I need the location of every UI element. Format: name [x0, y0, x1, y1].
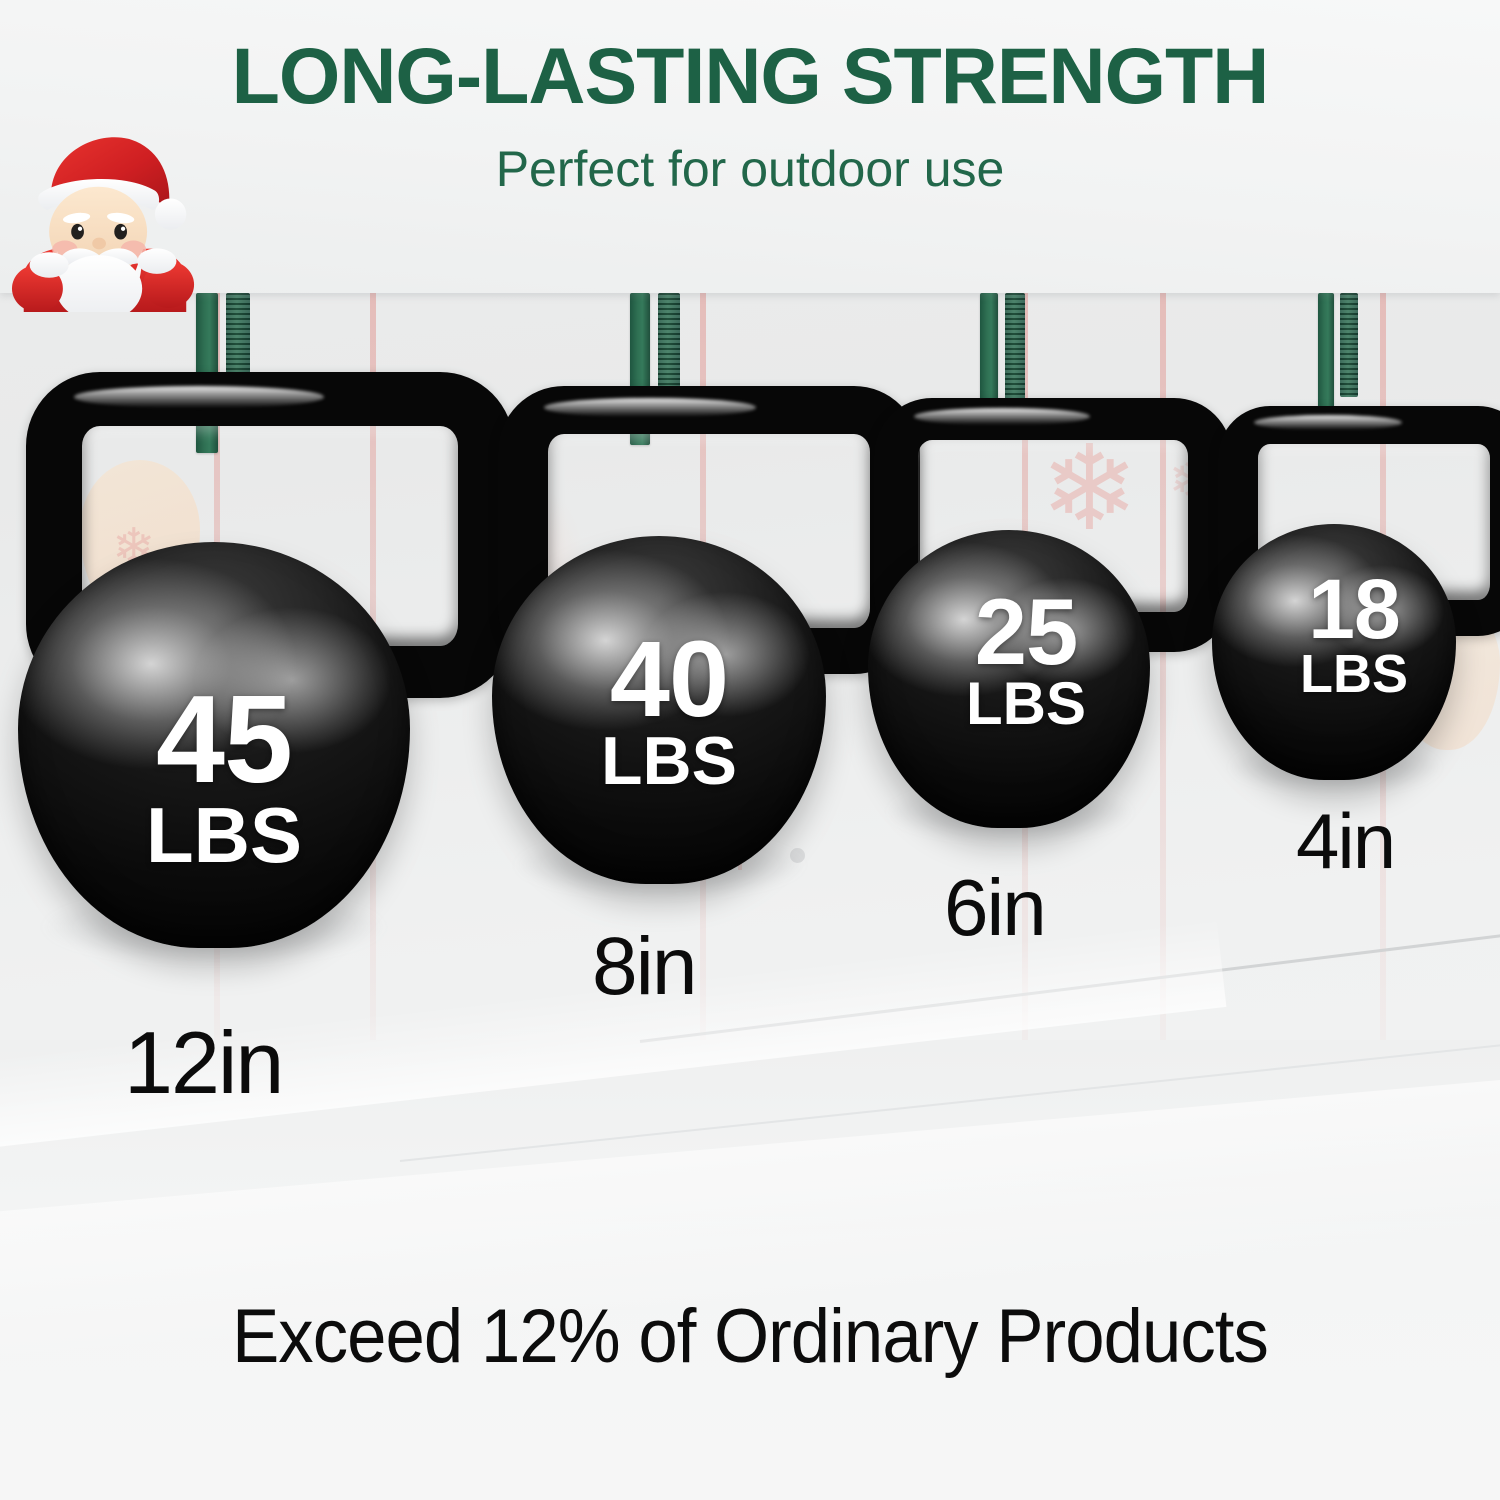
weight-value: 18 [1308, 562, 1400, 656]
kettlebell-body [1212, 524, 1456, 780]
kettlebell-40: 40 LBS [492, 386, 920, 896]
page-subtitle: Perfect for outdoor use [495, 141, 1005, 197]
footer-tagline: Exceed 12% of Ordinary Products [232, 1294, 1269, 1379]
kettlebell-25: 25 LBS [868, 398, 1232, 840]
weight-unit: LBS [601, 722, 737, 799]
dimension-label-6in: 6in [944, 863, 1047, 952]
weight-label-25: 25 LBS [944, 579, 1108, 738]
handle-highlight [1254, 415, 1402, 430]
weight-label-40: 40 LBS [574, 618, 764, 799]
dimension-label-8in: 8in [592, 921, 697, 1012]
weight-unit: LBS [966, 670, 1086, 738]
weight-value: 25 [974, 579, 1079, 684]
kettlebell-body [492, 536, 826, 884]
weight-value: 40 [609, 618, 729, 739]
kettlebell-18: 18 LBS [1212, 406, 1500, 792]
page-title: LONG-LASTING STRENGTH [231, 31, 1270, 120]
santa-claus-icon [6, 126, 202, 322]
header-panel: LONG-LASTING STRENGTH Perfect for outdoo… [0, 0, 1500, 293]
kettlebell-body [18, 542, 410, 948]
kettlebell-body [868, 530, 1150, 828]
snowflake-icon: ❄ [1040, 423, 1139, 555]
weight-unit: LBS [1300, 643, 1408, 704]
weight-unit: LBS [146, 790, 302, 879]
dimension-label-12in: 12in [124, 1013, 284, 1112]
weight-value: 45 [156, 671, 293, 809]
weight-label-18: 18 LBS [1282, 562, 1426, 704]
wallpaper-stripe [1160, 293, 1166, 1053]
dimension-label-4in: 4in [1296, 797, 1396, 885]
weight-label-45: 45 LBS [114, 671, 334, 879]
handle-highlight [914, 408, 1090, 425]
dot-decoration [790, 848, 805, 863]
kettlebell-45: 45 LBS [18, 372, 514, 962]
hanging-strap-18 [1318, 293, 1364, 431]
handle-highlight [544, 398, 756, 417]
handle-highlight [74, 386, 324, 408]
